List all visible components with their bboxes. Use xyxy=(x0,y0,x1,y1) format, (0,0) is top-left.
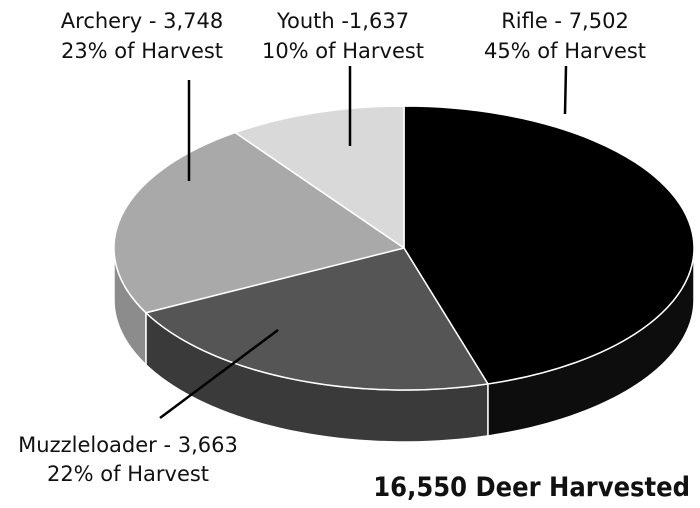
label-rifle-line2: 45% of Harvest xyxy=(484,39,646,63)
leader-line-muzzleloader xyxy=(159,328,279,420)
label-archery-line2: 23% of Harvest xyxy=(61,39,223,63)
label-rifle: Rifle - 7,502 45% of Harvest xyxy=(484,9,646,63)
label-rifle-line1: Rifle - 7,502 xyxy=(501,9,629,33)
pie-slice-youth xyxy=(234,105,405,249)
leader-line-rifle-outer xyxy=(563,65,568,115)
label-youth-line2: 10% of Harvest xyxy=(262,39,424,63)
label-muzzleloader: Muzzleloader - 3,663 22% of Harvest xyxy=(18,433,238,486)
label-muzzleloader-line1: Muzzleloader - 3,663 xyxy=(18,433,238,457)
label-archery: Archery - 3,748 23% of Harvest xyxy=(61,9,223,63)
pie-slice-muzzleloader xyxy=(145,247,489,391)
label-muzzleloader-line2: 22% of Harvest xyxy=(47,462,209,486)
pie-slice-rifle xyxy=(403,105,695,385)
label-archery-line1: Archery - 3,748 xyxy=(61,9,223,33)
leader-lines xyxy=(159,65,568,420)
pie-tops xyxy=(113,105,695,391)
label-youth-line1: Youth -1,637 xyxy=(276,9,409,33)
total-harvested-label: 16,550 Deer Harvested xyxy=(373,472,690,503)
pie-slice-archery xyxy=(113,131,405,314)
label-youth: Youth -1,637 10% of Harvest xyxy=(262,9,424,63)
